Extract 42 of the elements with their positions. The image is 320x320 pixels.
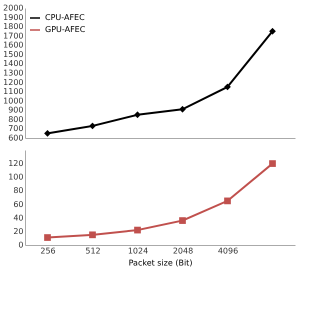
y-tick-label: 700 xyxy=(8,124,24,134)
point xyxy=(224,84,231,90)
y-tick-label: 1400 xyxy=(3,59,24,68)
legend-label: CPU-AFEC xyxy=(45,13,86,22)
x-tick-label: 512 xyxy=(85,246,101,256)
y-tick-label: 1100 xyxy=(3,87,24,96)
y-tick-label: 1600 xyxy=(3,40,24,50)
x-tick-label: 4096 xyxy=(218,246,238,256)
point xyxy=(224,198,231,204)
x-tick-label: 256 xyxy=(40,246,56,256)
point xyxy=(89,122,96,130)
point xyxy=(134,226,141,234)
point xyxy=(44,130,51,137)
y-tick-label: 100 xyxy=(8,172,24,182)
point xyxy=(44,234,51,241)
y-tick-label: 40 xyxy=(13,213,24,222)
x-axis-title: Packet size (Bit) xyxy=(128,258,192,268)
y-tick-label: 1000 xyxy=(3,96,24,106)
y-tick-label: 2000 xyxy=(3,4,24,12)
point xyxy=(134,111,141,118)
x-tick-label: 1024 xyxy=(128,246,148,256)
point xyxy=(269,160,276,167)
y-tick-label: 60 xyxy=(13,200,24,209)
point xyxy=(179,217,186,224)
y-tick-label: 800 xyxy=(8,114,24,124)
legend-label: GPU-AFEC xyxy=(45,25,86,34)
y-tick-label: 600 xyxy=(8,134,24,142)
y-tick-label: 0 xyxy=(18,240,24,250)
y-tick-label: 1900 xyxy=(3,12,24,22)
y-tick-label: 1500 xyxy=(3,50,24,59)
point xyxy=(89,231,96,238)
y-tick-label: 1700 xyxy=(3,31,24,40)
point xyxy=(179,106,186,113)
y-tick-label: 1800 xyxy=(3,22,24,32)
y-tick-label: 80 xyxy=(13,186,24,196)
x-tick-label: 2048 xyxy=(172,246,194,256)
y-tick-label: 20 xyxy=(13,226,24,236)
point xyxy=(269,28,276,35)
y-tick-label: 900 xyxy=(8,106,24,115)
y-tick-label: 120 xyxy=(8,159,24,168)
y-tick-label: 1300 xyxy=(3,68,24,78)
y-tick-label: 1200 xyxy=(3,78,24,87)
